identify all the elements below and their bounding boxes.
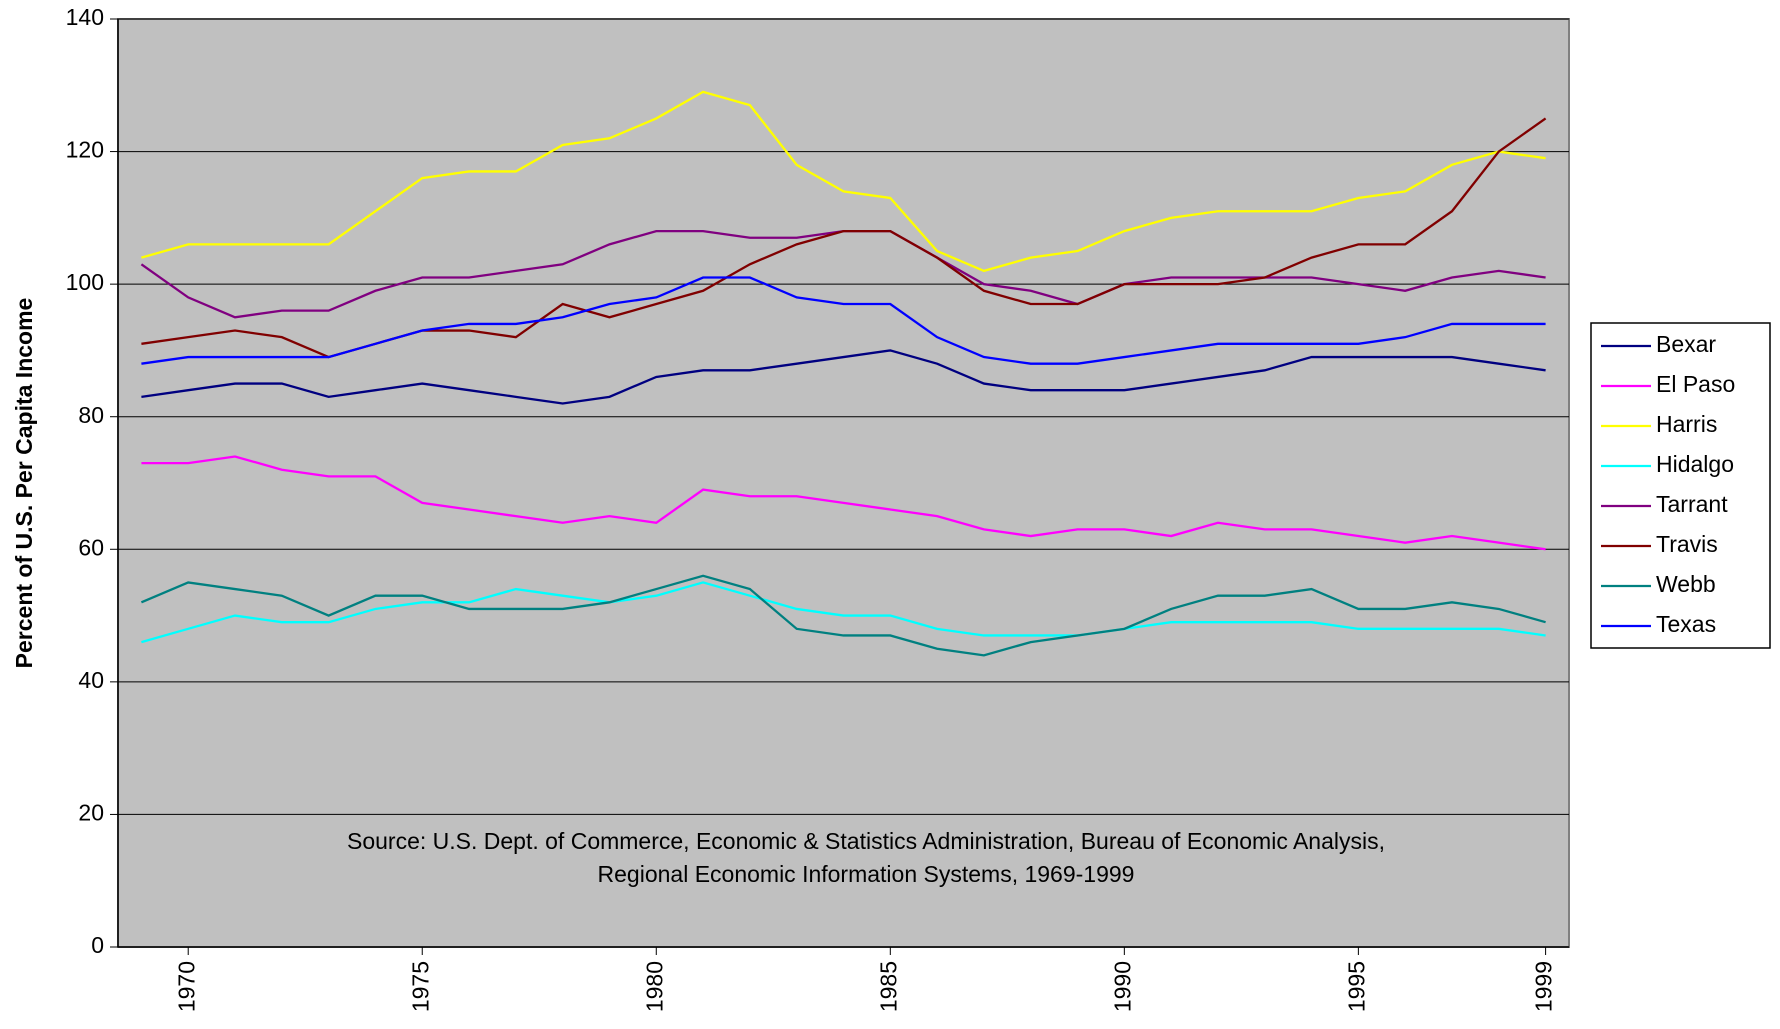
series-line [140, 574, 1546, 657]
legend-label: Texas [1656, 611, 1716, 637]
legend-label: Harris [1656, 411, 1717, 437]
annotation: Regional Economic Information Systems, 1… [598, 861, 1135, 887]
legend [1590, 322, 1771, 649]
x-tick-label: 1970 [173, 961, 199, 1012]
plot-area [117, 18, 1570, 948]
legend-label: Tarrant [1656, 491, 1728, 517]
y-tick-label: 20 [78, 800, 104, 826]
x-tick-label: 1975 [407, 961, 433, 1012]
y-tick-label: 40 [78, 667, 104, 693]
x-tick-label: 1990 [1109, 961, 1135, 1012]
y-tick-label: 0 [91, 932, 104, 958]
x-tick-label: 1985 [875, 961, 901, 1012]
series-line [141, 455, 1546, 551]
series-line [141, 276, 1546, 365]
x-tick-label: 1999 [1531, 961, 1557, 1012]
series-line [141, 581, 1546, 644]
legend-label: El Paso [1656, 371, 1735, 397]
legend-label: Hidalgo [1656, 451, 1734, 477]
annotation: Source: U.S. Dept. of Commerce, Economic… [347, 828, 1385, 854]
x-tick-label: 1995 [1343, 961, 1369, 1012]
series-line [141, 349, 1546, 405]
y-axis-label: Percent of U.S. Per Capita Income [11, 298, 37, 669]
legend-label: Bexar [1656, 331, 1716, 357]
y-tick-label: 120 [66, 137, 104, 163]
legend-label: Webb [1656, 571, 1716, 597]
x-tick-label: 1980 [641, 961, 667, 1012]
legend-label: Travis [1656, 531, 1718, 557]
series-line [141, 90, 1546, 273]
y-tick-label: 60 [78, 534, 104, 560]
y-tick-label: 140 [66, 4, 104, 30]
y-tick-label: 80 [78, 402, 104, 428]
y-tick-label: 100 [66, 269, 104, 295]
